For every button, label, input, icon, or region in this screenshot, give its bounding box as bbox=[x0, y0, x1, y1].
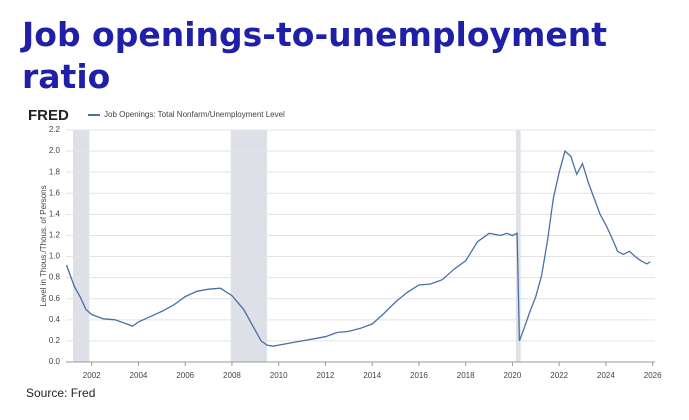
x-tick-label: 2020 bbox=[504, 371, 522, 380]
y-tick-label: 1.6 bbox=[49, 188, 61, 197]
x-tick-label: 2026 bbox=[644, 371, 662, 380]
recession-band bbox=[73, 130, 90, 362]
y-tick-label: 2.0 bbox=[49, 146, 61, 155]
legend-label: Job Openings: Total Nonfarm/Unemployment… bbox=[104, 110, 285, 119]
x-tick-label: 2008 bbox=[223, 371, 241, 380]
x-tick-label: 2006 bbox=[176, 371, 194, 380]
x-tick-label: 2016 bbox=[410, 371, 428, 380]
x-tick-label: 2018 bbox=[457, 371, 475, 380]
y-tick-label: 1.8 bbox=[49, 167, 61, 176]
y-tick-label: 1.4 bbox=[49, 209, 61, 218]
y-tick-label: 0.2 bbox=[49, 336, 61, 345]
y-tick-label: 1.2 bbox=[49, 231, 61, 240]
y-tick-label: 0.8 bbox=[49, 273, 61, 282]
y-tick-label: 0.0 bbox=[49, 357, 61, 366]
recession-band bbox=[230, 130, 268, 362]
chart: FRED Level in Thous./Thous. of Persons 0… bbox=[28, 107, 662, 380]
y-tick-label: 0.6 bbox=[49, 294, 61, 303]
recession-band bbox=[515, 130, 521, 362]
data-line bbox=[65, 149, 651, 347]
source-note: Source: Fred bbox=[26, 386, 96, 400]
y-axis-label: Level in Thous./Thous. of Persons bbox=[39, 185, 48, 306]
y-tick-label: 1.0 bbox=[49, 252, 61, 261]
x-tick-label: 2002 bbox=[83, 371, 101, 380]
y-tick-label: 2.2 bbox=[49, 125, 61, 134]
y-tick-label: 0.4 bbox=[49, 315, 61, 324]
x-tick-label: 2004 bbox=[130, 371, 148, 380]
x-tick-label: 2010 bbox=[270, 371, 288, 380]
brand-logo: FRED bbox=[28, 107, 69, 124]
slide-title: Job openings-to-unemployment ratio bbox=[22, 15, 608, 96]
x-tick-label: 2022 bbox=[550, 371, 568, 380]
x-tick-label: 2014 bbox=[363, 371, 381, 380]
x-tick-label: 2024 bbox=[597, 371, 615, 380]
x-tick-label: 2012 bbox=[317, 371, 335, 380]
